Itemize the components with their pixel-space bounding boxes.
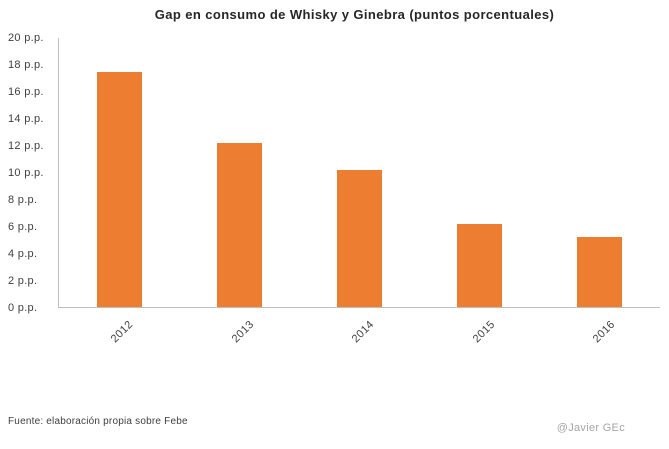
y-tick-label: 4 p.p. xyxy=(8,248,38,260)
y-tick-label: 2 p.p. xyxy=(8,275,38,287)
bar-cell xyxy=(540,38,660,307)
bar-cell xyxy=(299,38,419,307)
x-axis: 2012 2013 2014 2015 2016 xyxy=(58,312,660,354)
y-tick-label: 14 p.p. xyxy=(8,113,44,125)
x-tick-label: 2014 xyxy=(349,318,377,346)
bar-2013 xyxy=(216,142,262,307)
y-tick-label: 12 p.p. xyxy=(8,140,44,152)
x-tick-cell: 2012 xyxy=(58,312,178,354)
bar-cell xyxy=(179,38,299,307)
x-tick-cell: 2015 xyxy=(419,312,539,354)
y-tick-label: 18 p.p. xyxy=(8,59,44,71)
y-tick-label: 8 p.p. xyxy=(8,194,38,206)
y-tick-label: 0 p.p. xyxy=(8,302,38,314)
y-tick-label: 6 p.p. xyxy=(8,221,38,233)
x-tick-cell: 2016 xyxy=(540,312,660,354)
bar-chart: 0 p.p. 2 p.p. 4 p.p. 6 p.p. 8 p.p. 10 p.p. 12 … xyxy=(8,32,660,314)
bar-cell xyxy=(420,38,540,307)
x-tick-cell: 2014 xyxy=(299,312,419,354)
x-tick-cell: 2013 xyxy=(178,312,298,354)
plot-area xyxy=(58,38,660,308)
bar-2014 xyxy=(337,169,382,307)
bar-2016 xyxy=(577,237,623,307)
bar-cell xyxy=(59,38,179,307)
chart-title: Gap en consumo de Whisky y Ginebra (punt… xyxy=(154,7,555,22)
x-tick-label: 2012 xyxy=(109,318,136,346)
y-tick-label: 20 p.p. xyxy=(8,32,44,44)
y-tick-label: 16 p.p. xyxy=(8,86,44,98)
y-tick-label: 10 p.p. xyxy=(8,167,44,179)
y-axis: 0 p.p. 2 p.p. 4 p.p. 6 p.p. 8 p.p. 10 p.p. 12 … xyxy=(8,32,56,314)
x-tick-label: 2016 xyxy=(590,318,618,346)
watermark: @Javier GEc xyxy=(556,422,625,434)
source-note: Fuente: elaboración propia sobre Febe xyxy=(8,416,188,427)
bar-2015 xyxy=(457,223,503,307)
x-tick-label: 2013 xyxy=(229,318,257,346)
x-tick-label: 2015 xyxy=(470,318,497,346)
bar-2012 xyxy=(96,71,142,307)
